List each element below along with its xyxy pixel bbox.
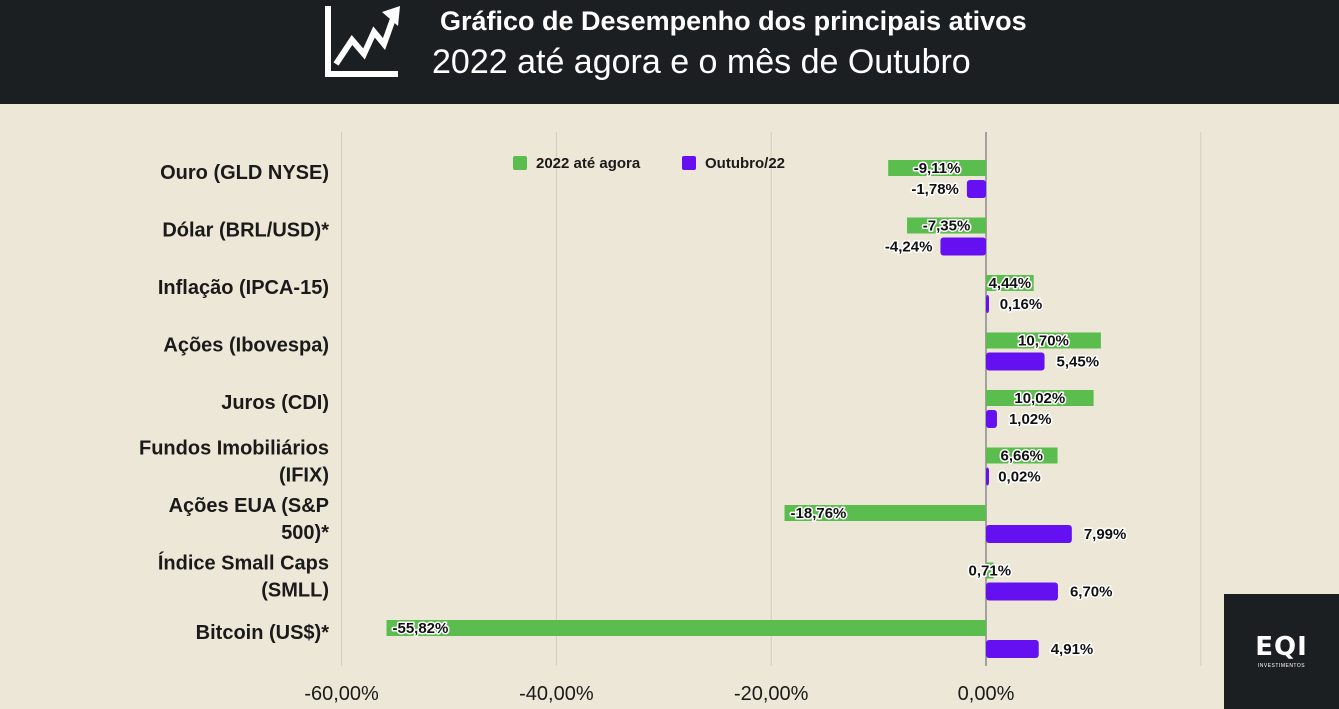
- data-label-outubro: 4,91%: [1051, 641, 1094, 658]
- bar-outubro: [986, 640, 1039, 658]
- legend-label-outubro: Outubro/22: [705, 155, 785, 172]
- bar-outubro: [966, 180, 986, 198]
- page-title: Gráfico de Desempenho dos principais ati…: [440, 6, 1027, 36]
- data-label-2022: 10,70%: [1018, 333, 1069, 350]
- category-label: Índice Small Caps (SMLL): [158, 552, 329, 602]
- bar-2022: [986, 447, 1058, 464]
- x-tick-label: -20,00%: [734, 683, 809, 705]
- data-label-2022: -55,82%: [392, 620, 448, 637]
- logo-subtext: INVESTIMENTOS: [1257, 663, 1306, 669]
- data-label-outubro: 0,02%: [998, 469, 1041, 486]
- bar-2022: [907, 217, 986, 234]
- legend-label-2022: 2022 até agora: [536, 155, 641, 172]
- bar-outubro: [986, 467, 989, 486]
- bar-2022: [986, 275, 1034, 291]
- data-label-2022: 6,66%: [1000, 448, 1043, 465]
- data-label-2022: -18,76%: [791, 505, 847, 522]
- data-label-2022: 0,71%: [969, 563, 1012, 580]
- category-label: Inflação (IPCA-15): [158, 277, 329, 299]
- data-label-outubro: 1,02%: [1009, 411, 1052, 428]
- data-label-outubro: 6,70%: [1070, 584, 1113, 601]
- bar-2022: [986, 332, 1101, 349]
- bar-2022: [784, 505, 986, 521]
- bar-outubro: [986, 410, 997, 428]
- bar-outubro: [940, 237, 986, 256]
- legend-swatch-2022: [513, 156, 527, 170]
- data-label-outubro: -1,78%: [911, 181, 959, 198]
- category-label: Bitcoin (US$)*: [196, 622, 330, 644]
- bar-2022: [386, 620, 987, 636]
- bar-2022: [986, 562, 994, 579]
- data-label-outubro: 7,99%: [1084, 526, 1127, 543]
- x-tick-label: -60,00%: [304, 683, 379, 705]
- bar-outubro: [986, 582, 1058, 601]
- x-tick-label: 0,00%: [958, 683, 1015, 705]
- category-label: Ações (Ibovespa): [163, 335, 329, 357]
- category-label: Dólar (BRL/USD)*: [162, 220, 329, 242]
- data-label-outubro: -4,24%: [885, 239, 933, 256]
- eqi-logo: EQI INVESTIMENTOS: [1224, 594, 1339, 709]
- data-label-2022: -9,11%: [914, 160, 961, 177]
- data-label-2022: -7,35%: [923, 218, 971, 235]
- page-subtitle: 2022 até agora e o mês de Outubro: [432, 43, 971, 81]
- category-label: Ações EUA (S&P 500)*: [169, 495, 330, 544]
- bar-outubro: [986, 295, 989, 313]
- data-label-2022: 4,44%: [989, 275, 1032, 292]
- bar-2022: [986, 390, 1094, 406]
- bar-outubro: [986, 352, 1045, 371]
- trending-up-chart-icon: [325, 6, 400, 77]
- category-label: Fundos Imobiliários (IFIX): [139, 438, 329, 487]
- data-label-outubro: 0,16%: [1000, 296, 1043, 313]
- logo-text: EQI: [1255, 632, 1308, 662]
- category-label: Juros (CDI): [221, 392, 329, 414]
- category-label: Ouro (GLD NYSE): [160, 162, 329, 184]
- bar-2022: [888, 160, 986, 176]
- data-label-2022: 10,02%: [1014, 390, 1065, 407]
- bar-outubro: [986, 525, 1072, 543]
- data-label-outubro: 5,45%: [1057, 354, 1100, 371]
- header-bar: Gráfico de Desempenho dos principais ati…: [0, 0, 1339, 104]
- legend-swatch-outubro: [682, 156, 696, 170]
- x-tick-label: -40,00%: [519, 683, 594, 705]
